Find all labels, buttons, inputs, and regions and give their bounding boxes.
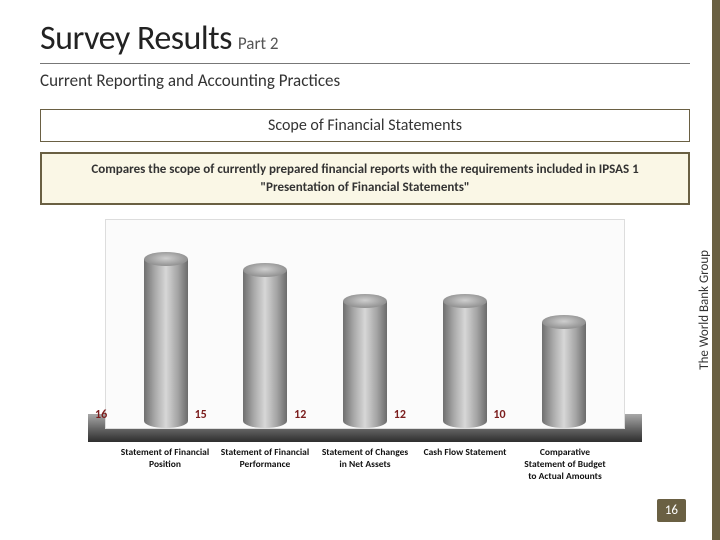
right-accent-bar — [712, 0, 720, 540]
chart-cylinder — [243, 270, 287, 428]
chart: 1615121210 Statement of Financial Positi… — [105, 219, 625, 483]
cylinder-body — [144, 259, 188, 428]
cylinder-body — [343, 301, 387, 428]
chart-category-row: Statement of Financial Position Statement… — [105, 429, 625, 483]
chart-value-label: 12 — [394, 408, 406, 422]
chart-value-label: 15 — [195, 408, 207, 422]
title-row: Survey Results Part 2 — [40, 18, 690, 59]
chart-bar: 10 — [519, 322, 609, 428]
scope-heading: Scope of Financial Statements — [40, 109, 690, 142]
cylinder-top — [443, 294, 487, 308]
cylinder-body — [443, 301, 487, 428]
chart-category-label: Comparative Statement of Budget to Actua… — [520, 447, 610, 483]
chart-cylinder — [443, 301, 487, 428]
cylinder-body — [243, 270, 287, 428]
chart-category-label: Cash Flow Statement — [420, 447, 510, 483]
cylinder-top — [343, 294, 387, 308]
chart-category-label: Statement of Changes in Net Assets — [320, 447, 410, 483]
page-title: Survey Results — [40, 18, 232, 59]
chart-plot-area: 1615121210 — [105, 219, 625, 429]
description-box: Compares the scope of currently prepared… — [40, 152, 690, 205]
chart-cylinder — [144, 259, 188, 428]
chart-category-label: Statement of Financial Performance — [220, 447, 310, 483]
page-title-part: Part 2 — [238, 33, 279, 54]
chart-bar: 16 — [121, 259, 211, 428]
slide: Survey Results Part 2 Current Reporting … — [0, 0, 720, 483]
chart-category-label: Statement of Financial Position — [120, 447, 210, 483]
chart-value-label: 16 — [95, 408, 107, 422]
title-divider — [40, 63, 690, 64]
page-number-badge: 16 — [647, 498, 696, 522]
cylinder-body — [542, 322, 586, 428]
page-subtitle: Current Reporting and Accounting Practic… — [40, 70, 690, 91]
chart-bar: 15 — [221, 270, 311, 428]
bracket-right-icon — [690, 498, 696, 522]
page-number: 16 — [657, 499, 686, 522]
chart-cylinder — [343, 301, 387, 428]
chart-value-label: 12 — [294, 408, 306, 422]
org-label: The World Bank Group — [697, 250, 712, 370]
chart-cylinder — [542, 322, 586, 428]
cylinder-top — [144, 252, 188, 266]
bracket-left-icon — [647, 498, 653, 522]
chart-value-label: 10 — [493, 408, 505, 422]
